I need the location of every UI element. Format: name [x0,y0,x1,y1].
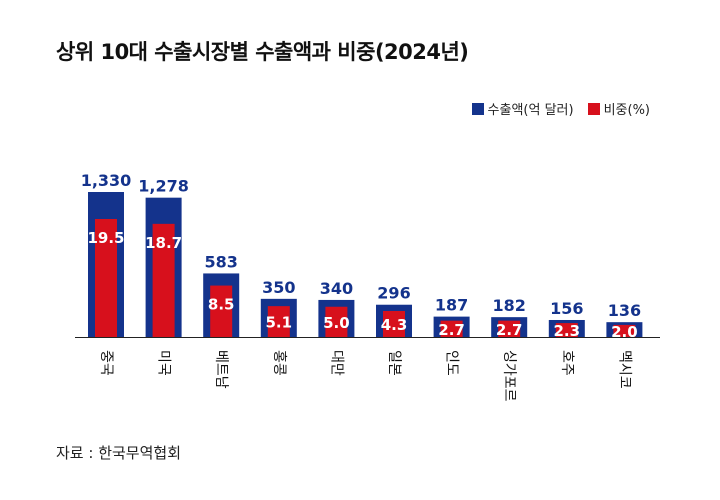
category-label-2: 베트남 [213,350,229,389]
share-bar-5 [383,310,405,337]
category-label-5: 일본 [386,350,402,376]
share-value-label-8: 2.3 [554,322,581,340]
export-value-label-2: 583 [204,252,237,271]
category-label-1: 미국 [156,350,172,376]
share-value-label-0: 19.5 [87,229,124,247]
category-label-3: 홍콩 [271,350,287,376]
share-bar-4 [325,306,348,337]
export-value-label-4: 340 [320,279,353,298]
category-label-0: 중국 [98,350,114,376]
category-label-6: 인도 [444,350,460,376]
share-value-label-3: 5.1 [266,314,293,332]
share-bar-6 [440,320,463,337]
share-value-label-7: 2.7 [496,321,523,339]
export-value-label-7: 182 [492,296,525,315]
category-label-7: 싱가포르 [501,350,517,402]
share-bar-3 [267,306,290,337]
category-label-8: 호주 [559,350,575,376]
legend-item-share: 비중(%) [587,99,650,118]
share-bar-1 [152,223,175,337]
share-bar-0 [95,219,117,337]
legend-label-export: 수출액(억 달러) [487,103,574,118]
share-value-label-1: 18.7 [145,234,182,252]
export-value-label-9: 136 [608,301,641,320]
legend-swatch-share [587,102,600,115]
share-value-label-4: 5.0 [323,314,350,332]
source-note: 자료 : 한국무역협회 [56,444,181,462]
export-value-label-6: 187 [435,296,468,315]
share-bar-2 [210,285,233,337]
category-label-9: 멕시코 [616,350,632,389]
export-value-label-0: 1,330 [81,171,132,190]
legend: 수출액(억 달러) 비중(%) [464,99,650,118]
export-value-label-8: 156 [550,299,583,318]
share-value-label-6: 2.7 [438,321,465,339]
share-bar-8 [555,323,578,337]
export-value-label-1: 1,278 [138,177,189,196]
category-label-4: 대만 [328,350,344,376]
legend-item-export: 수출액(억 달러) [471,99,574,118]
legend-swatch-export [471,102,484,115]
share-bar-9 [613,324,636,337]
share-value-label-2: 8.5 [208,296,235,314]
legend-label-share: 비중(%) [603,103,650,118]
share-bar-7 [498,320,521,337]
share-value-label-5: 4.3 [381,316,408,334]
export-value-label-5: 296 [377,284,410,303]
chart-title: 상위 10대 수출시장별 수출액과 비중(2024년) [56,40,469,64]
export-value-label-3: 350 [262,278,295,297]
share-value-label-9: 2.0 [611,323,638,341]
